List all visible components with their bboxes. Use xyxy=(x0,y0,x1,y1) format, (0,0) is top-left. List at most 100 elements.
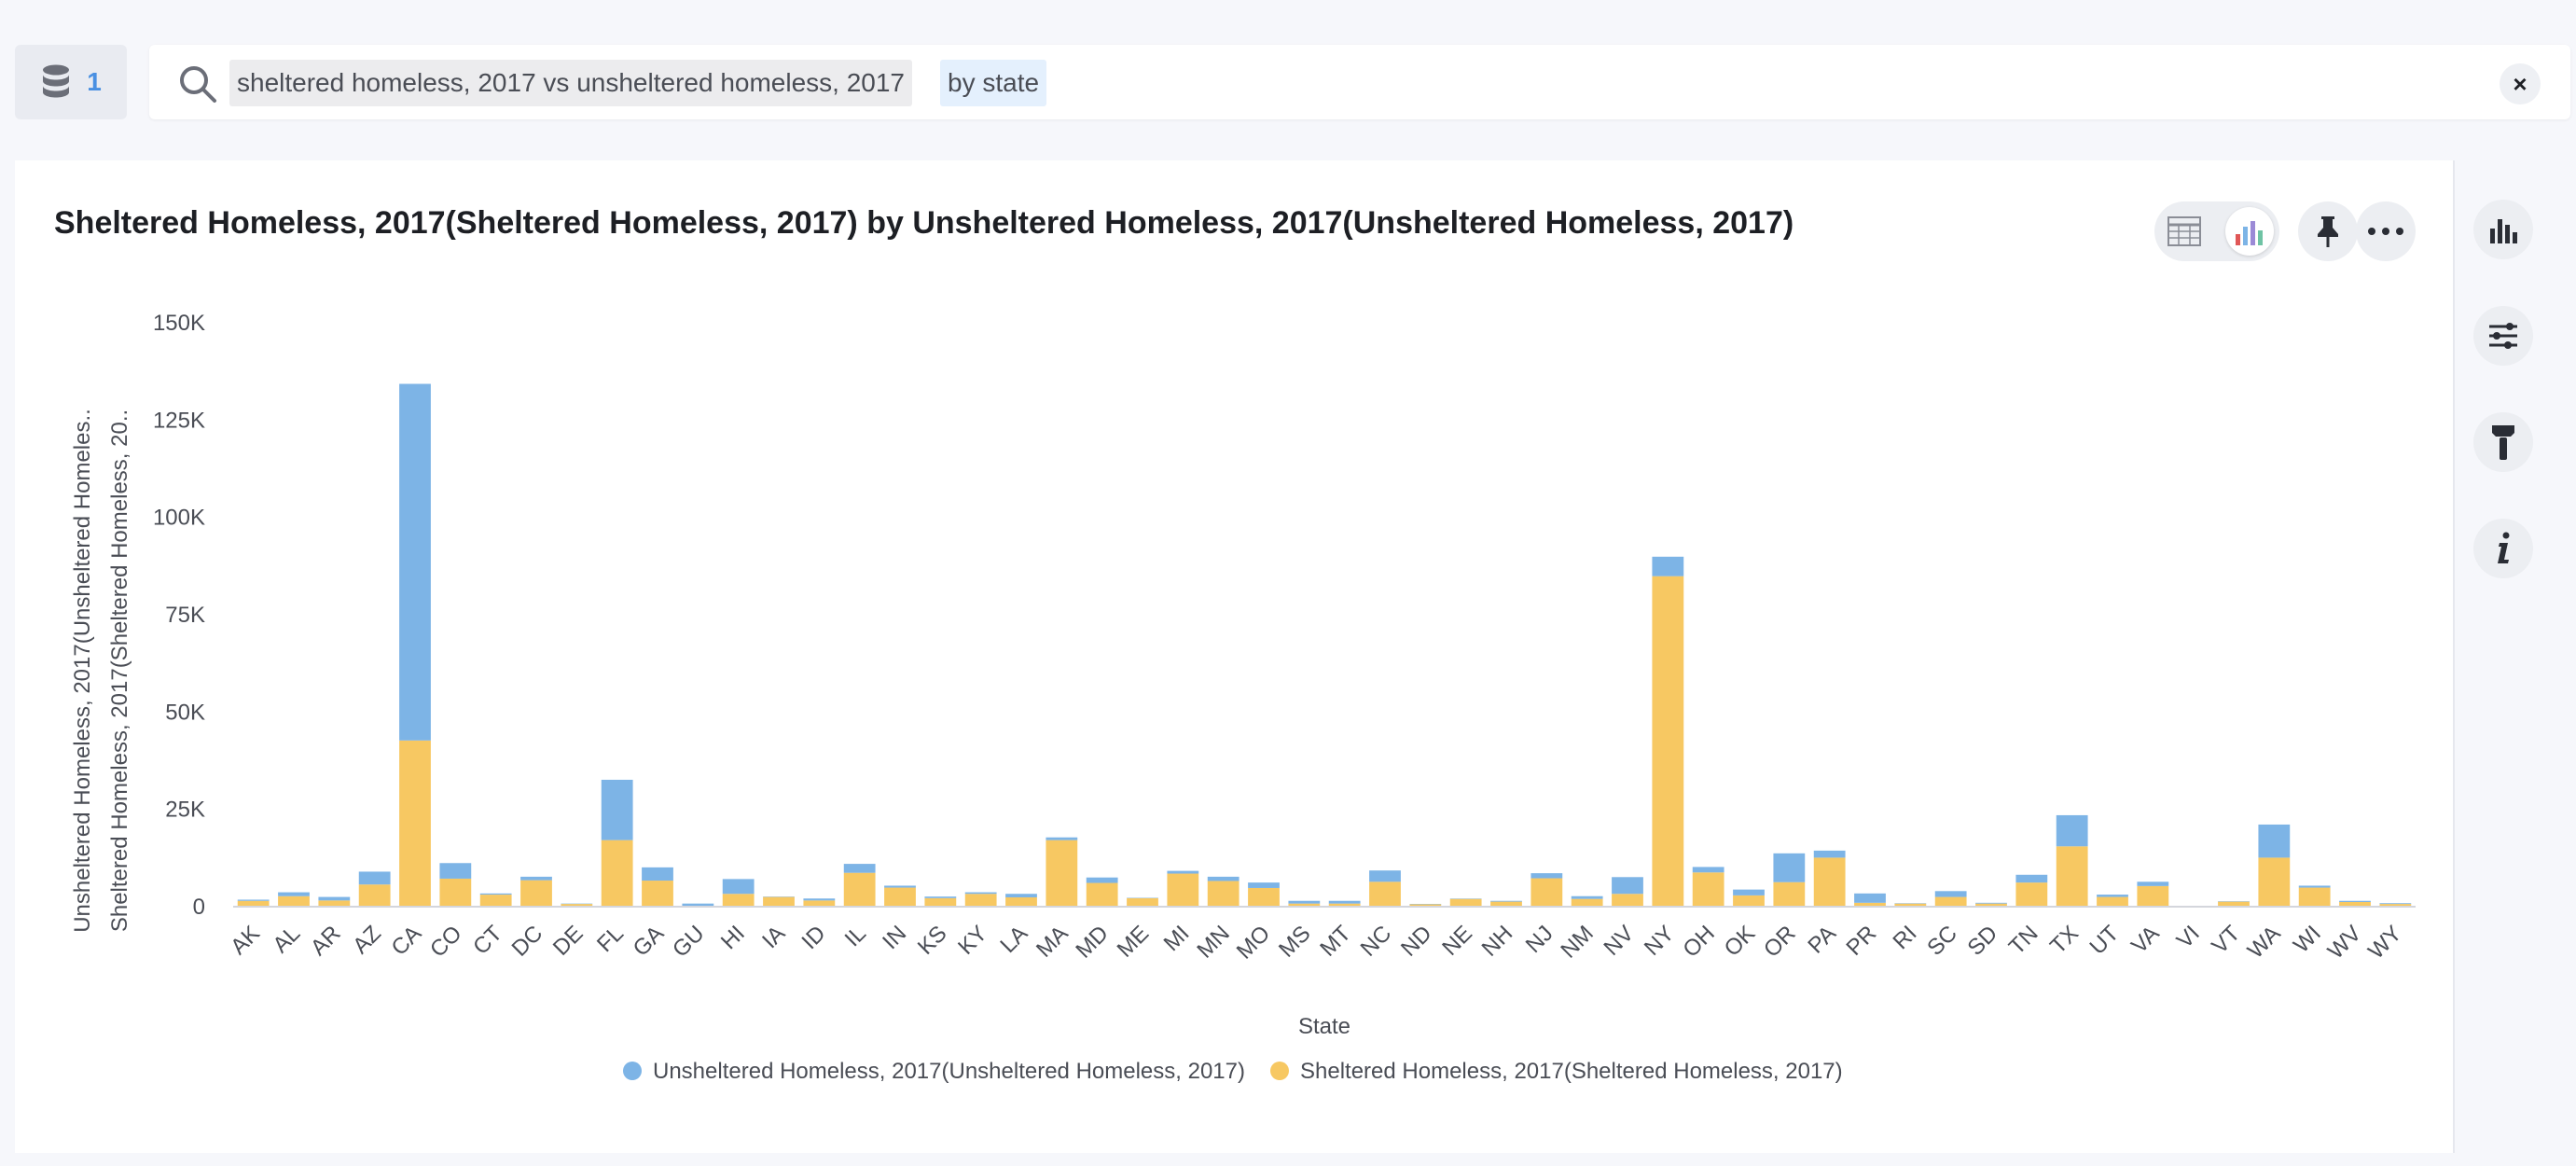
clear-search-button[interactable]: × xyxy=(2500,63,2541,104)
bar-sheltered xyxy=(924,897,957,907)
pin-icon xyxy=(2318,216,2338,247)
bar-unsheltered xyxy=(884,885,916,888)
x-tick-label: KS xyxy=(913,921,952,960)
bar-unsheltered xyxy=(1167,870,1199,874)
x-tick-label: MT xyxy=(1315,921,1356,962)
x-tick-label: CA xyxy=(387,921,427,961)
bar-sheltered xyxy=(1934,896,1967,907)
search-token-attribute[interactable]: by state xyxy=(940,60,1047,106)
bar-sheltered xyxy=(1652,576,1684,907)
x-tick-label: OK xyxy=(1720,921,1761,962)
x-tick-label: AL xyxy=(268,921,305,958)
bar-sheltered xyxy=(1086,882,1118,907)
x-tick-label: PR xyxy=(1842,921,1882,961)
x-tick-label: MA xyxy=(1032,921,1073,963)
bar-unsheltered xyxy=(2137,881,2169,886)
search-bar[interactable]: sheltered homeless, 2017 vs unsheltered … xyxy=(149,45,2570,119)
x-tick-label: VT xyxy=(2207,921,2245,959)
x-tick-label: NC xyxy=(1356,921,1397,962)
x-tick-label: DE xyxy=(548,921,589,961)
x-tick-label: MD xyxy=(1071,921,1113,963)
bar-unsheltered xyxy=(1773,853,1806,882)
database-icon xyxy=(43,64,70,98)
pin-button[interactable] xyxy=(2298,201,2358,261)
bar-unsheltered xyxy=(924,896,957,898)
y-tick-label: 150K xyxy=(153,311,205,336)
legend-swatch-unsheltered xyxy=(623,1062,642,1080)
chart-view-button[interactable] xyxy=(2225,207,2274,256)
bar-sheltered xyxy=(2339,901,2371,907)
bar-sheltered xyxy=(1894,903,1927,907)
bar-sheltered xyxy=(1005,896,1037,907)
bar-sheltered xyxy=(1207,881,1240,907)
x-tick-label: NH xyxy=(1477,921,1518,962)
bar-unsheltered xyxy=(2379,903,2412,905)
legend-label-sheltered: Sheltered Homeless, 2017(Sheltered Homel… xyxy=(1300,1059,1843,1084)
bar-unsheltered xyxy=(479,893,512,895)
x-tick-label: NE xyxy=(1437,921,1477,961)
bar-unsheltered xyxy=(1086,877,1118,883)
bar-sheltered xyxy=(1530,878,1563,907)
view-toggle[interactable] xyxy=(2154,201,2279,261)
bar-unsheltered xyxy=(1854,893,1886,903)
bar-unsheltered xyxy=(964,892,997,895)
bar-unsheltered xyxy=(1975,902,2007,904)
bar-sheltered xyxy=(1692,872,1724,907)
bar-sheltered xyxy=(439,878,472,907)
x-tick-label: SD xyxy=(1963,921,2003,961)
chart-card: 0 25K 50K 75K 100K 125K 150K Unsheltered Homele… xyxy=(15,160,2455,1153)
x-tick-label: VI xyxy=(2172,921,2205,953)
y-tick-label: 100K xyxy=(153,506,205,531)
settings-icon xyxy=(2489,323,2517,349)
x-tick-label: WI xyxy=(2289,921,2326,958)
more-options-button[interactable] xyxy=(2356,201,2416,261)
bar-unsheltered xyxy=(1369,870,1401,882)
chart-type-button[interactable] xyxy=(2473,200,2533,259)
bar-unsheltered xyxy=(1328,900,1361,904)
bar-sheltered xyxy=(1773,881,1806,907)
bar-unsheltered xyxy=(1571,895,1603,899)
x-tick-label: RI xyxy=(1889,921,1922,954)
format-button[interactable] xyxy=(2473,412,2533,472)
table-view-button[interactable] xyxy=(2160,207,2209,256)
bar-sheltered xyxy=(399,740,431,907)
bar-unsheltered xyxy=(1046,837,1078,840)
bar-unsheltered xyxy=(2015,874,2048,883)
bar-unsheltered xyxy=(1207,876,1240,881)
x-tick-label: VA xyxy=(2126,921,2164,958)
x-tick-label: NY xyxy=(1640,921,1680,961)
bar-unsheltered xyxy=(1813,850,1846,858)
bar-sheltered xyxy=(1733,895,1765,907)
x-tick-label: WV xyxy=(2323,921,2366,964)
bar-unsheltered xyxy=(803,898,836,901)
bar-sheltered xyxy=(2056,846,2088,907)
bar-unsheltered xyxy=(318,896,351,901)
x-tick-label: ME xyxy=(1113,921,1155,963)
x-tick-label: MI xyxy=(1159,921,1195,956)
bar-sheltered xyxy=(1571,898,1603,907)
bar-sheltered xyxy=(642,881,673,907)
chart-type-icon xyxy=(2490,219,2517,243)
chart-title: Sheltered Homeless, 2017(Sheltered Homel… xyxy=(54,205,1794,241)
settings-button[interactable] xyxy=(2473,306,2533,366)
format-brush-icon xyxy=(2492,425,2514,460)
bar-unsheltered xyxy=(722,879,755,895)
y-tick-label: 25K xyxy=(165,798,205,823)
bar-sheltered xyxy=(2015,882,2048,907)
bar-sheltered xyxy=(237,900,270,907)
search-token-measures[interactable]: sheltered homeless, 2017 vs unsheltered … xyxy=(229,60,912,106)
x-tick-label: AZ xyxy=(348,921,386,959)
datasource-button[interactable]: 1 xyxy=(15,45,127,119)
bar-unsheltered xyxy=(399,383,431,741)
bar-unsheltered xyxy=(642,867,673,881)
info-button[interactable] xyxy=(2473,519,2533,578)
bar-sheltered xyxy=(1490,901,1522,907)
bar-sheltered xyxy=(1975,903,2007,907)
bar-sheltered xyxy=(479,895,512,907)
legend-label-unsheltered: Unsheltered Homeless, 2017(Unsheltered H… xyxy=(653,1059,1245,1084)
bar-sheltered xyxy=(2298,887,2331,907)
x-tick-label: MS xyxy=(1274,921,1316,963)
bar-unsheltered xyxy=(2339,900,2371,902)
bar-sheltered xyxy=(964,894,997,907)
bar-unsheltered xyxy=(601,779,633,840)
